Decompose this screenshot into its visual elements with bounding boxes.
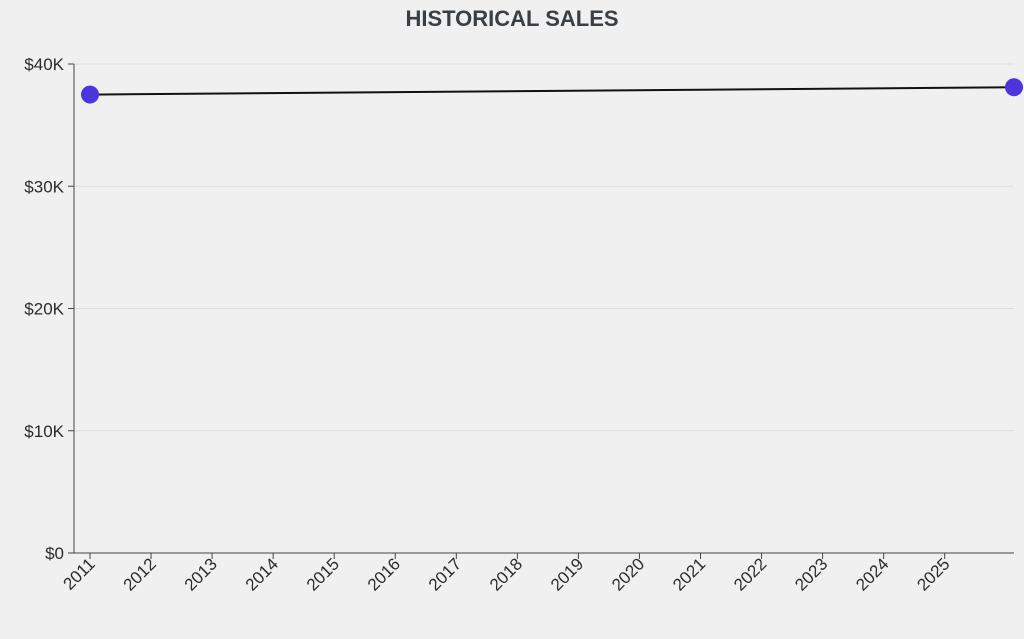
x-axis: 2011 2012 2013 2014 2015 2016 2017 2018 2019 2020…: [60, 552, 1014, 595]
x-tick-label: 2022: [730, 554, 770, 594]
x-tick-label: 2020: [608, 554, 648, 594]
series-line: [89, 86, 1015, 96]
x-tick-label: 2017: [425, 554, 465, 594]
x-tick-label: 2025: [913, 554, 953, 594]
x-tick-label: 2021: [669, 554, 709, 594]
x-tick-label: 2016: [364, 554, 404, 594]
x-tick-label: 2011: [60, 554, 99, 593]
y-tick-label: $40K: [24, 55, 64, 74]
x-tick-label: 2023: [791, 554, 831, 594]
x-tick-label: 2014: [242, 554, 282, 594]
x-tick-label: 2012: [120, 554, 160, 594]
y-tick-label: $20K: [24, 300, 64, 319]
x-tick-label: 2024: [852, 554, 892, 594]
y-tick-label: $10K: [24, 422, 64, 441]
y-axis: $0 $10K $20K $30K $40K: [24, 55, 75, 563]
y-tick-label: $0: [45, 544, 64, 563]
y-tick-label: $30K: [24, 177, 64, 196]
data-point: [81, 85, 99, 104]
gridlines: [74, 63, 1014, 432]
series-layer: [81, 78, 1023, 104]
x-tick-label: 2013: [181, 554, 221, 594]
chart-title: HISTORICAL SALES: [405, 6, 618, 31]
x-tick-label: 2018: [486, 554, 526, 594]
x-tick-label: 2019: [547, 554, 587, 594]
x-tick-label: 2015: [303, 554, 343, 594]
data-point: [1005, 78, 1023, 97]
